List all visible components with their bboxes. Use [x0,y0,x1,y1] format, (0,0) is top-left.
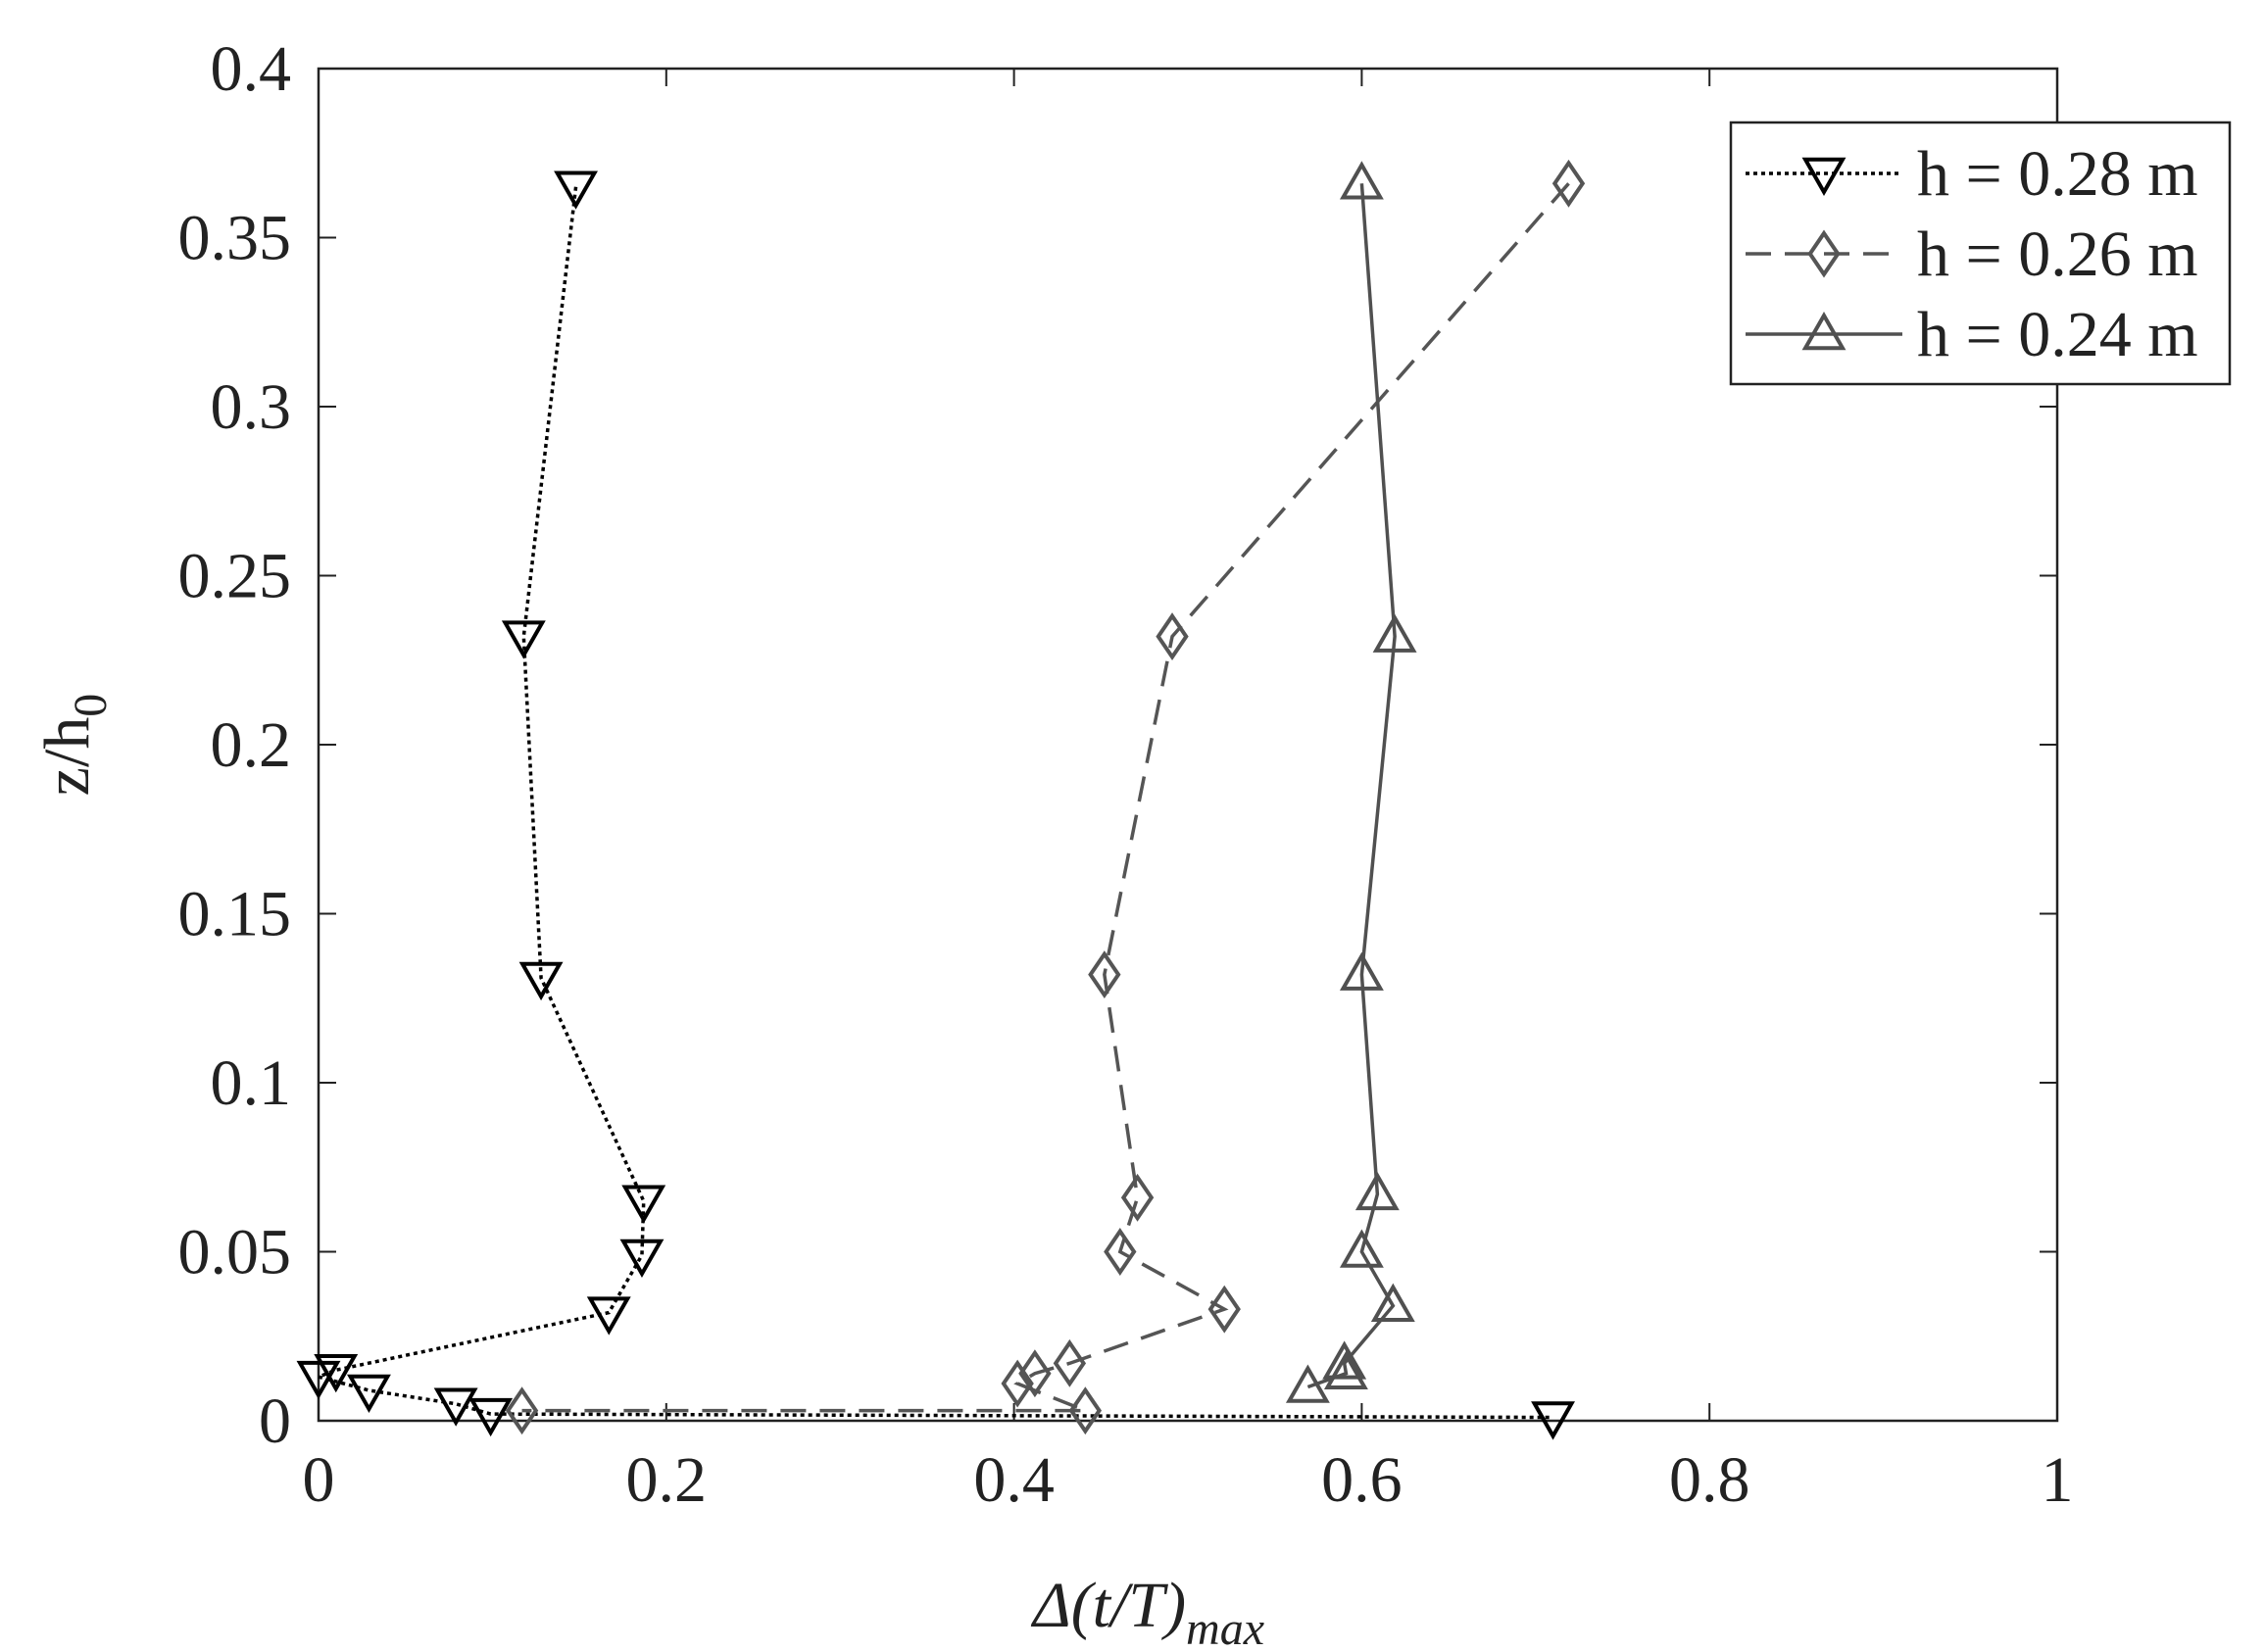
x-tick-label: 0.8 [1669,1444,1750,1516]
x-tick-label: 1 [2042,1444,2074,1516]
marker [1372,613,1417,653]
marker [1322,1340,1367,1380]
marker [1354,1171,1400,1211]
marker [296,1360,341,1400]
marker [586,1296,631,1336]
x-tick-label: 0 [303,1444,335,1516]
marker [1807,229,1841,278]
y-axis-label-main: z/h [31,717,103,797]
marker [1001,1359,1034,1408]
marker [468,1397,514,1437]
series-line [521,182,1570,1413]
marker [433,1387,478,1427]
marker [346,1374,391,1413]
marker [1018,1349,1052,1398]
marker [518,961,564,1001]
marker [1207,1285,1241,1334]
y-tick-label: 0.4 [211,33,292,105]
legend-label: h = 0.24 m [1917,299,2198,370]
marker [1801,157,1846,197]
y-tick-label: 0 [259,1385,291,1457]
y-tick-label: 0.05 [178,1217,292,1288]
x-axis-label: Δ(t/T)max [1030,1570,1264,1652]
y-tick-label: 0.25 [178,541,292,612]
marker [505,1386,539,1435]
legend [1729,121,2232,386]
x-axis-label-sub: max [1186,1603,1264,1652]
y-axis-label: z/h0 [31,694,117,797]
marker [1120,1173,1155,1222]
series-line [313,186,1553,1420]
y-tick-label: 0.1 [211,1047,292,1119]
marker [1053,1338,1087,1387]
y-tick-label: 0.3 [211,371,292,443]
legend-label: h = 0.26 m [1917,219,2198,290]
y-tick-label: 0.15 [178,879,292,950]
y-axis-label-sub: 0 [65,694,117,717]
marker [1088,950,1121,999]
marker [554,170,598,210]
y-tick-label: 0.35 [178,203,292,274]
marker [1339,161,1384,200]
marker [314,1354,359,1393]
marker [1370,1283,1415,1322]
marker [1339,951,1384,991]
y-tick-label: 0.2 [211,709,292,781]
series-line [1306,183,1397,1389]
marker [1801,311,1846,351]
marker [621,1185,666,1224]
marker [1104,1228,1137,1276]
x-tick-label: 0.2 [626,1444,708,1516]
marker [1156,612,1189,661]
marker [501,620,546,659]
plot-frame [317,67,2059,1423]
marker [1339,1229,1384,1268]
x-tick-label: 0.6 [1321,1444,1403,1516]
marker [619,1239,665,1278]
x-tick-label: 0.4 [973,1444,1055,1516]
marker [1285,1364,1330,1403]
x-axis-label-main: Δ(t/T) [1030,1570,1186,1641]
marker [1531,1401,1575,1440]
marker [1323,1350,1368,1389]
marker [1068,1386,1103,1435]
marker [1551,159,1586,208]
legend-label: h = 0.28 m [1917,138,2198,210]
